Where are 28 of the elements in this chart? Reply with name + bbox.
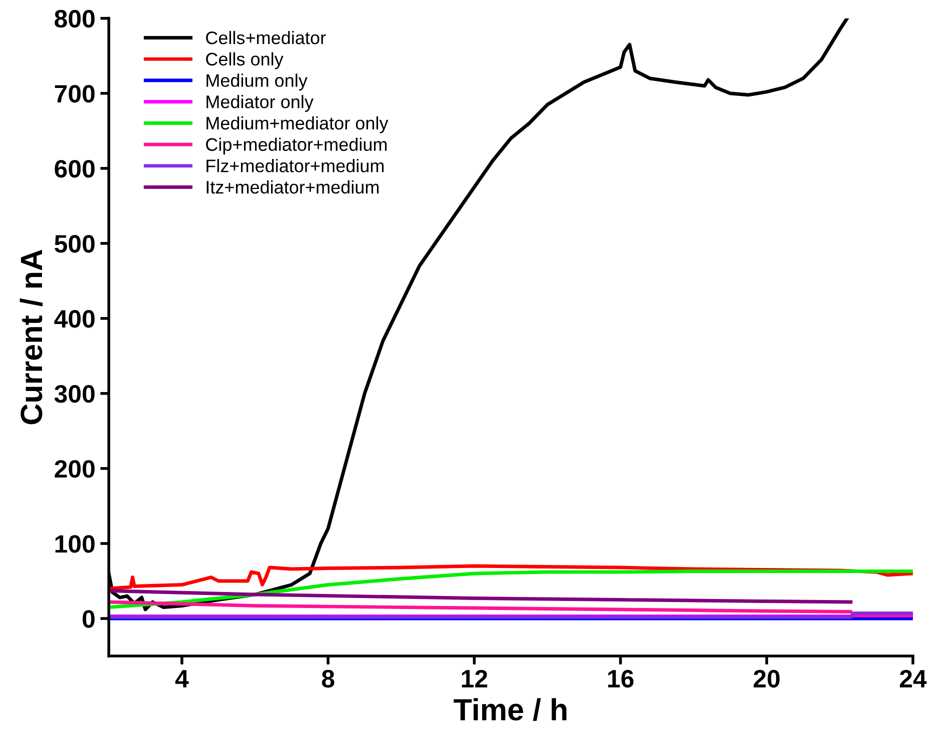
x-tick-label: 24 bbox=[900, 670, 927, 688]
y-tick-label: 500 bbox=[54, 235, 95, 253]
y-tick-label: 700 bbox=[54, 84, 95, 103]
line-series bbox=[108, 600, 913, 618]
y-tick-label: 400 bbox=[54, 310, 95, 328]
legend-label: Cip+mediator+medium bbox=[206, 138, 387, 155]
x-tick-label: 12 bbox=[462, 670, 488, 688]
line-series bbox=[108, 589, 852, 604]
y-tick-label: 0 bbox=[82, 610, 95, 628]
x-tick-label: 8 bbox=[322, 670, 334, 688]
legend-label: Flz+mediator+medium bbox=[206, 159, 384, 172]
y-tick-label: 300 bbox=[54, 385, 95, 403]
y-axis-title: Current / nA bbox=[20, 250, 43, 424]
x-tick-label: 16 bbox=[608, 670, 634, 688]
y-tick-label: 100 bbox=[55, 535, 95, 553]
line-series bbox=[108, 570, 913, 610]
x-tick-label: 4 bbox=[175, 670, 189, 688]
legend-label: Medium+mediator only bbox=[206, 116, 388, 134]
x-axis-title: Time / h bbox=[454, 698, 566, 721]
y-tick-label: 200 bbox=[54, 460, 95, 478]
legend-label: Medium only bbox=[206, 74, 308, 90]
y-tick-label: 600 bbox=[54, 160, 95, 178]
legend-label: Cells only bbox=[206, 52, 284, 70]
x-tick-label: 20 bbox=[754, 670, 780, 688]
legend-label: Itz+mediator+medium bbox=[206, 180, 379, 194]
legend-label: Cells+mediator bbox=[206, 30, 326, 44]
legend-label: Mediator only bbox=[206, 95, 314, 112]
y-tick-label: 800 bbox=[54, 10, 95, 28]
